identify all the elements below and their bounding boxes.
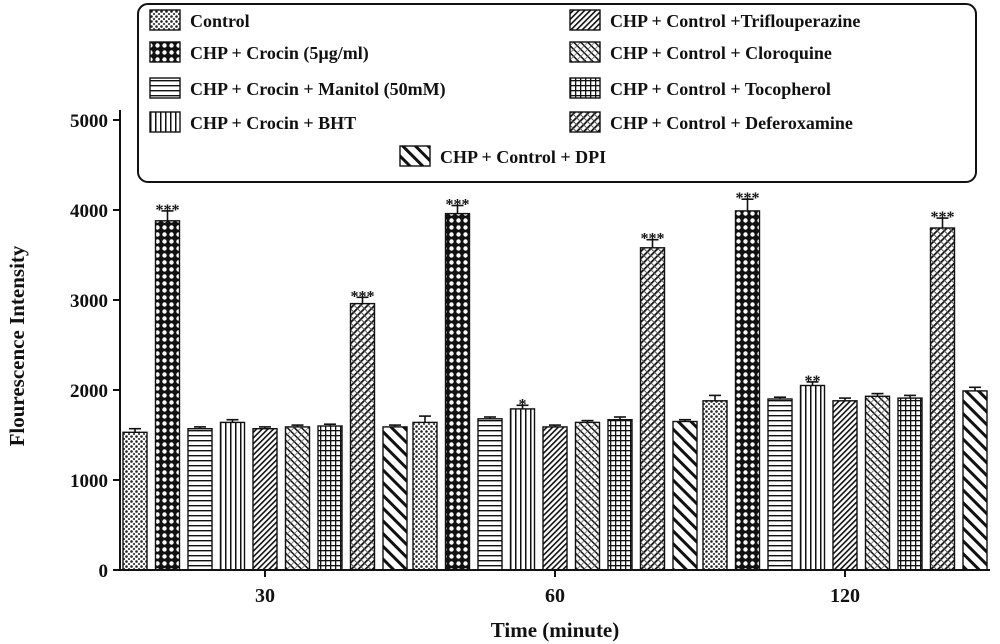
bar	[929, 227, 956, 571]
legend-label: CHP + Crocin (5µg/ml)	[190, 43, 369, 64]
bar	[542, 426, 568, 571]
bar	[962, 390, 988, 571]
bar	[122, 431, 148, 571]
bar	[799, 384, 826, 571]
significance-label: ***	[446, 197, 470, 214]
x-tick-label: 30	[255, 585, 275, 607]
bar	[897, 397, 923, 571]
legend-label: CHP + Crocin + Manitol (50mM)	[190, 79, 446, 100]
bar	[444, 212, 471, 571]
legend-swatch	[149, 77, 181, 99]
legend-swatch	[569, 77, 601, 99]
bars-layer: *********************	[122, 190, 988, 571]
x-tick-label: 60	[545, 585, 565, 607]
bar	[382, 426, 408, 571]
bar	[702, 400, 728, 571]
bar	[509, 408, 536, 571]
bar	[154, 220, 181, 571]
bar	[734, 210, 761, 571]
bar	[252, 428, 278, 571]
x-axis-label: Time (minute)	[491, 618, 620, 642]
significance-label: ***	[156, 202, 180, 219]
y-tick-label: 3000	[70, 291, 108, 312]
legend-box	[137, 3, 977, 183]
significance-label: ***	[931, 209, 955, 226]
bar	[832, 400, 858, 571]
legend-label: CHP + Control +Triflouperazine	[610, 11, 860, 31]
y-tick-label: 0	[99, 561, 109, 582]
bar	[607, 419, 633, 571]
bar	[574, 421, 601, 571]
legend-swatch	[399, 145, 431, 167]
legend-swatch	[569, 9, 601, 31]
bar	[349, 302, 376, 571]
legend-label: CHP + Crocin + BHT	[190, 113, 356, 133]
bar	[477, 418, 503, 571]
y-axis-label: Flourescence Intensity	[5, 245, 29, 446]
x-tick-label: 120	[830, 585, 860, 607]
bar	[284, 426, 311, 571]
bar	[672, 420, 698, 571]
bar	[317, 425, 343, 571]
legend-label: CHP + Control + Deferoxamine	[610, 113, 853, 133]
legend-swatch	[149, 41, 181, 63]
legend-swatch	[149, 9, 181, 31]
legend-label: CHP + Control + Tocopherol	[610, 79, 831, 99]
legend-label: Control	[190, 11, 250, 31]
significance-label: **	[805, 373, 821, 390]
legend-swatch	[569, 111, 601, 133]
bar	[767, 398, 793, 571]
bar	[219, 421, 246, 571]
y-tick-label: 1000	[70, 471, 108, 492]
legend-label: CHP + Control + DPI	[440, 147, 606, 167]
significance-label: ***	[641, 231, 665, 248]
significance-label: *	[519, 396, 527, 413]
bar	[412, 421, 438, 571]
significance-label: ***	[351, 288, 375, 305]
legend: Control CHP + Crocin (5µg/ml) CHP + Crocin…	[137, 3, 977, 183]
bar	[864, 395, 891, 571]
y-tick-label: 5000	[70, 111, 108, 132]
bar	[639, 247, 666, 571]
legend-swatch	[149, 111, 181, 133]
legend-swatch	[569, 41, 601, 63]
significance-label: ***	[736, 190, 760, 207]
axes-layer: 0 1000 2000 3000 4000 5000 30 60 120	[70, 110, 990, 607]
y-tick-label: 4000	[70, 201, 108, 222]
bar	[187, 428, 213, 571]
y-tick-label: 2000	[70, 381, 108, 402]
legend-label: CHP + Control + Cloroquine	[610, 43, 832, 63]
